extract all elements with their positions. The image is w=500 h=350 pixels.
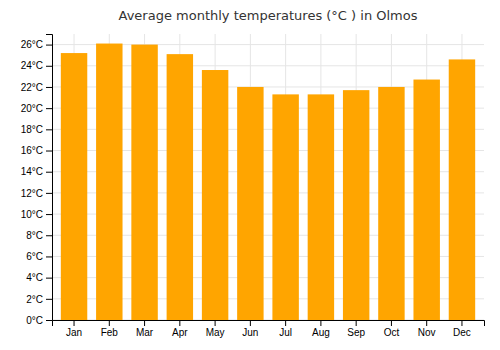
bar [61,53,87,320]
tick-label: Jul [279,327,292,338]
tick: 18°C [21,124,52,135]
tick-label: Dec [453,327,471,338]
tick: Dec [453,320,471,338]
tick: 20°C [21,103,52,114]
tick-label: 12°C [21,188,43,199]
grid [52,34,484,320]
tick-label: 0°C [26,315,43,326]
tick: Mar [136,320,154,338]
tick-mark [46,151,52,152]
tick: 6°C [26,251,52,262]
bar [449,59,475,320]
tick-mark [46,256,52,257]
tick-mark [461,320,462,326]
tick-label: 24°C [21,60,43,71]
tick-mark [46,299,52,300]
tick-mark [46,87,52,88]
tick-label: 14°C [21,166,43,177]
tick-label: 2°C [26,294,43,305]
tick: 4°C [26,272,52,283]
tick-mark [109,320,110,326]
tick-label: Jan [66,327,82,338]
x-axis: Jan Feb Mar Apr May Jun Jul Aug Sep Oct Nov Dec [53,320,485,338]
tick: 2°C [26,294,52,305]
tick-mark [391,320,392,326]
tick-label: 16°C [21,145,43,156]
tick-mark [215,320,216,326]
bar [202,70,228,320]
tick: 24°C [21,60,52,71]
tick-label: Aug [312,327,330,338]
tick: Apr [172,320,188,338]
bar [343,90,369,320]
tick-label: Nov [418,327,436,338]
tick: 12°C [21,188,52,199]
tick: Jan [66,320,82,338]
tick-label: 22°C [21,82,43,93]
tick-mark [46,108,52,109]
tick-label: Feb [101,327,119,338]
tick: 0°C [26,315,52,326]
tick-mark [46,278,52,279]
tick-mark [46,235,52,236]
bar [272,94,298,320]
tick: May [206,320,225,338]
tick-label: 26°C [21,39,43,50]
tick: Sep [347,320,365,338]
tick-label: 20°C [21,103,43,114]
tick: 10°C [21,209,52,220]
title: Average monthly temperatures (°C ) in Ol… [119,8,418,23]
tick-mark [46,214,52,215]
y-axis: 0°C 2°C 4°C 6°C 8°C 10°C 12°C 14°C 16°C 18°C 20°C 2… [21,35,53,326]
tick-mark [285,320,286,326]
bar [167,54,193,320]
tick-mark [46,193,52,194]
tick-mark [320,320,321,326]
tick-mark [356,320,357,326]
bars [61,44,475,320]
axis-line [53,321,485,327]
tick: Aug [312,320,330,338]
tick-label: Mar [136,327,154,338]
tick-mark [426,320,427,326]
tick-mark [250,320,251,326]
tick: 16°C [21,145,52,156]
bar [131,45,157,320]
tick-mark [179,320,180,326]
tick: Jul [279,320,292,338]
axis-line [46,35,53,321]
tick: 14°C [21,166,52,177]
bar [237,87,263,320]
tick-mark [46,320,52,321]
tick: 22°C [21,82,52,93]
tick: Oct [384,320,400,338]
tick-label: 4°C [26,272,43,283]
tick-mark [46,45,52,46]
tick-label: 18°C [21,124,43,135]
tick-label: May [206,327,225,338]
bar [96,44,122,320]
tick-mark [46,66,52,67]
tick-mark [144,320,145,326]
bar [308,94,334,320]
tick-mark [46,172,52,173]
tick-label: Oct [384,327,400,338]
tick-label: 8°C [26,230,43,241]
tick: Nov [418,320,436,338]
tick-label: Apr [172,327,188,338]
tick: 26°C [21,39,52,50]
bar [378,87,404,320]
tick: Feb [101,320,119,338]
tick-label: Jun [242,327,258,338]
tick: Jun [242,320,258,338]
tick: 8°C [26,230,52,241]
tick-label: Sep [347,327,365,338]
tick-label: 10°C [21,209,43,220]
tick-mark [74,320,75,326]
tick-label: 6°C [26,251,43,262]
plot: 0°C 2°C 4°C 6°C 8°C 10°C 12°C 14°C 16°C 18°C 20°C 2… [21,34,485,338]
bar [413,80,439,320]
tick-mark [46,129,52,130]
chart: 0°C 2°C 4°C 6°C 8°C 10°C 12°C 14°C 16°C 18°C 20°C 2… [0,0,500,350]
